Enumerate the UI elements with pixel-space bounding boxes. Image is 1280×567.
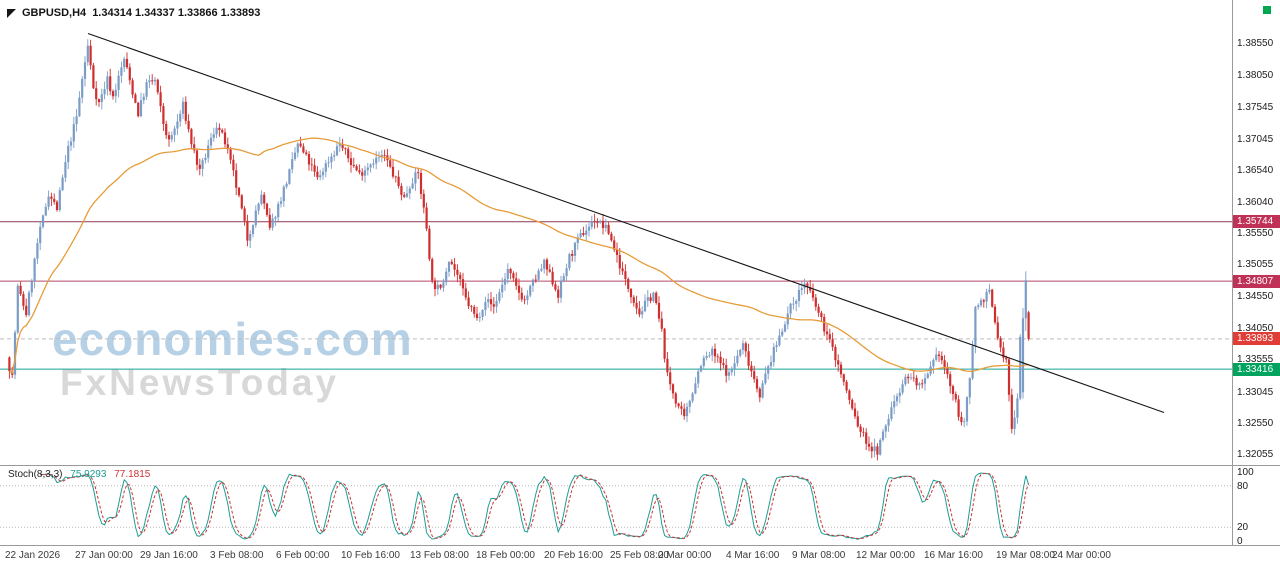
time-axis-separator — [0, 545, 1280, 546]
stoch-signal-value: 77.1815 — [114, 469, 151, 480]
stoch-main-value: 75.9293 — [70, 469, 107, 480]
price-tick-label: 1.37045 — [1237, 133, 1274, 145]
panel-resize-handle[interactable] — [0, 465, 1280, 466]
price-tick-label: 1.37545 — [1237, 101, 1274, 113]
watermark-subbrand: FxNewsToday — [60, 362, 340, 403]
price-badge: 1.33893 — [1233, 332, 1280, 346]
price-tick-label: 1.34050 — [1237, 322, 1274, 334]
one-click-trading-icon[interactable] — [7, 8, 16, 18]
time-tick-label: 19 Mar 08:00 — [996, 550, 1055, 561]
down-candle-wicks — [8, 39, 1030, 461]
price-tick-label: 1.34550 — [1237, 291, 1274, 303]
up-candle-bodies — [13, 45, 1027, 455]
price-tick-label: 1.38050 — [1237, 69, 1274, 81]
down-candle-bodies — [8, 45, 1030, 455]
price-tick-label: 1.36040 — [1237, 197, 1274, 209]
time-tick-label: 6 Feb 00:00 — [276, 550, 330, 561]
time-tick-label: 20 Feb 16:00 — [544, 550, 603, 561]
time-tick-label: 12 Mar 00:00 — [856, 550, 915, 561]
price-chart-canvas[interactable] — [0, 0, 1232, 465]
axis-vertical-separator — [1232, 0, 1233, 545]
symbol-timeframe-label: GBPUSD,H4 — [22, 7, 87, 19]
price-badge: 1.35744 — [1233, 215, 1280, 229]
indicator-label: Stoch(8,3,3) 75.9293 77.1815 — [8, 469, 150, 480]
time-tick-label: 27 Jan 00:00 — [75, 550, 133, 561]
time-tick-label: 2 Mar 00:00 — [658, 550, 712, 561]
price-tick-label: 1.32550 — [1237, 417, 1274, 429]
time-tick-label: 9 Mar 08:00 — [792, 550, 846, 561]
time-tick-label: 24 Mar 00:00 — [1052, 550, 1111, 561]
price-tick-label: 1.35055 — [1237, 259, 1274, 271]
scale-marker-icon — [1263, 6, 1271, 14]
time-tick-label: 25 Feb 08:00 — [610, 550, 669, 561]
time-tick-label: 3 Feb 08:00 — [210, 550, 264, 561]
price-tick-label: 1.36540 — [1237, 165, 1274, 177]
price-axis[interactable]: 1.38550 1.38050 1.37545 1.37045 1.36540 1.360… — [1233, 0, 1280, 545]
price-tick-label: 1.38550 — [1237, 38, 1274, 50]
stoch-signal-line — [40, 472, 1030, 540]
stochastic-panel[interactable] — [0, 466, 1232, 545]
price-tick-label: 1.33555 — [1237, 354, 1274, 366]
price-tick-label: 1.35550 — [1237, 228, 1274, 240]
time-tick-label: 18 Feb 00:00 — [476, 550, 535, 561]
time-tick-label: 4 Mar 16:00 — [726, 550, 780, 561]
price-badge: 1.34807 — [1233, 274, 1280, 288]
time-tick-label: 13 Feb 08:00 — [410, 550, 469, 561]
time-tick-label: 29 Jan 16:00 — [140, 550, 198, 561]
ohlc-values: 1.34314 1.34337 1.33866 1.33893 — [92, 7, 261, 19]
indicator-name: Stoch(8,3,3) — [8, 469, 63, 480]
moving-average-line — [9, 137, 1029, 375]
time-axis[interactable]: 22 Jan 2026 27 Jan 00:00 29 Jan 16:00 3 Feb… — [0, 546, 1280, 567]
time-tick-label: 10 Feb 16:00 — [341, 550, 400, 561]
price-badge: 1.33416 — [1233, 362, 1280, 376]
price-tick-label: 1.32055 — [1237, 449, 1274, 461]
chart-header: GBPUSD,H4 1.34314 1.34337 1.33866 1.3389… — [7, 7, 260, 19]
time-tick-label: 22 Jan 2026 — [5, 550, 61, 561]
descending-trendline[interactable] — [87, 32, 1165, 414]
stoch-main-line — [40, 472, 1030, 540]
up-candle-wicks — [14, 39, 1027, 458]
price-tick-label: 1.33045 — [1237, 386, 1274, 398]
time-tick-label: 16 Mar 16:00 — [924, 550, 983, 561]
